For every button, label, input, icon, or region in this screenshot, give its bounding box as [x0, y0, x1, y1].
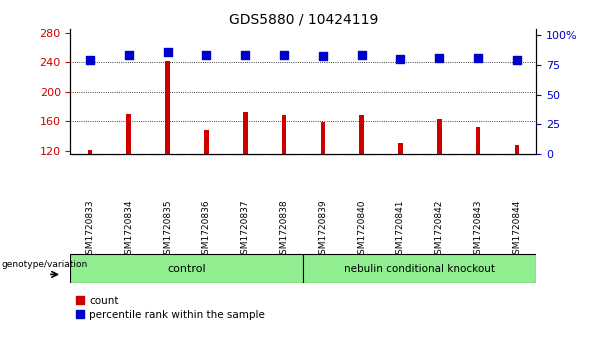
Bar — [282, 115, 286, 154]
Bar — [88, 150, 92, 154]
Bar — [321, 122, 325, 154]
Text: nebulin conditional knockout: nebulin conditional knockout — [345, 264, 495, 274]
Point — [85, 57, 95, 63]
Point — [435, 55, 444, 61]
Text: GSM1720838: GSM1720838 — [280, 199, 289, 260]
Text: GSM1720841: GSM1720841 — [396, 199, 405, 260]
Text: genotype/variation: genotype/variation — [1, 260, 88, 269]
Bar — [166, 61, 170, 154]
Bar — [437, 119, 441, 154]
Point — [124, 52, 134, 58]
Text: GSM1720837: GSM1720837 — [241, 199, 249, 260]
Bar — [398, 143, 403, 154]
Text: GSM1720839: GSM1720839 — [318, 199, 327, 260]
Point — [318, 54, 328, 60]
Text: control: control — [167, 264, 207, 274]
Legend: count, percentile rank within the sample: count, percentile rank within the sample — [75, 295, 265, 320]
Title: GDS5880 / 10424119: GDS5880 / 10424119 — [229, 12, 378, 26]
Point — [162, 49, 172, 54]
Bar — [303, 254, 536, 283]
Bar — [204, 130, 208, 154]
Point — [202, 52, 211, 58]
Text: GSM1720843: GSM1720843 — [474, 199, 482, 260]
Text: GSM1720840: GSM1720840 — [357, 199, 366, 260]
Bar — [476, 127, 481, 154]
Text: GSM1720834: GSM1720834 — [124, 199, 133, 260]
Bar — [243, 112, 248, 154]
Point — [512, 57, 522, 63]
Bar — [359, 115, 364, 154]
Text: GSM1720835: GSM1720835 — [163, 199, 172, 260]
Point — [279, 52, 289, 58]
Point — [357, 52, 367, 58]
Bar — [126, 114, 131, 154]
Text: GSM1720844: GSM1720844 — [512, 199, 522, 260]
Point — [473, 55, 483, 61]
Text: GSM1720842: GSM1720842 — [435, 199, 444, 260]
Point — [395, 56, 405, 62]
Text: GSM1720833: GSM1720833 — [85, 199, 94, 260]
Bar — [515, 145, 519, 154]
Bar — [70, 254, 303, 283]
Text: GSM1720836: GSM1720836 — [202, 199, 211, 260]
Point — [240, 52, 250, 58]
